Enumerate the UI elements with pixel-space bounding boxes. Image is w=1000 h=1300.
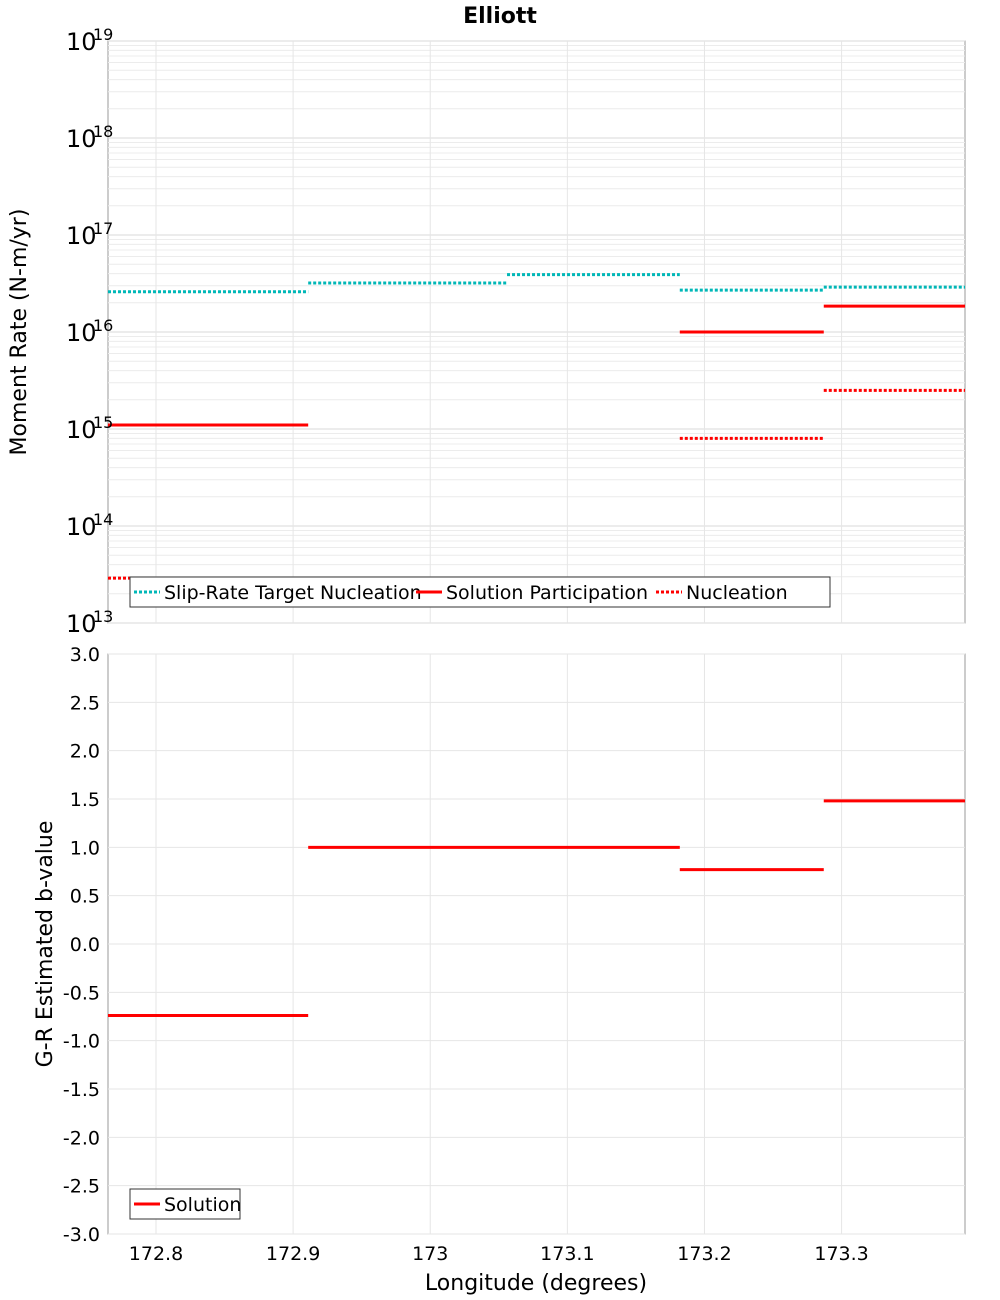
b-value-grid <box>108 653 965 1235</box>
longitude-x-tick-labels: 172.8 172.9 173 173.1 173.2 173.3 <box>129 1243 869 1265</box>
y-tick-label: -1.0 <box>63 1031 100 1053</box>
moment-rate-series <box>108 273 965 580</box>
legend-item: Nucleation <box>656 582 788 604</box>
y-tick-exponent: 17 <box>93 219 113 238</box>
y-tick-base: 10 <box>66 222 97 250</box>
y-tick-label: 1.0 <box>70 837 100 859</box>
y-tick-label: -1.5 <box>63 1079 100 1101</box>
y-tick-label: 0.0 <box>70 934 100 956</box>
y-tick-label: -3.0 <box>63 1224 100 1246</box>
y-tick-exponent: 19 <box>93 25 113 44</box>
y-tick-label: 1.5 <box>70 789 100 811</box>
longitude-x-axis-label: Longitude (degrees) <box>425 1271 647 1296</box>
y-tick-label: -0.5 <box>63 982 100 1004</box>
legend-label: Nucleation <box>686 582 788 604</box>
b-value-series <box>108 799 965 1018</box>
b-value-panel: -3.0 -2.5 -2.0 -1.5 -1.0 -0.5 0.0 0.5 1.0 1.5 2.0 2… <box>33 644 966 1296</box>
y-tick-label: 2.0 <box>70 741 100 763</box>
b-value-y-axis-label: G-R Estimated b-value <box>33 821 58 1068</box>
b-value-legend: Solution <box>129 1188 241 1220</box>
legend-label: Slip-Rate Target Nucleation <box>164 582 422 604</box>
moment-rate-y-axis-label: Moment Rate (N-m/yr) <box>7 209 32 456</box>
legend-item: Slip-Rate Target Nucleation <box>134 582 422 604</box>
y-tick-base: 10 <box>66 125 97 153</box>
x-tick-label: 172.9 <box>266 1243 320 1265</box>
moment-rate-grid <box>108 40 965 624</box>
y-tick-label: 3.0 <box>70 644 100 666</box>
moment-rate-legend: Slip-Rate Target Nucleation Solution Part… <box>129 576 831 608</box>
x-tick-label: 173 <box>412 1243 448 1265</box>
y-tick-label: 0.5 <box>70 886 100 908</box>
x-tick-label: 173.1 <box>540 1243 594 1265</box>
y-tick-exponent: 13 <box>93 607 113 626</box>
legend-item: Solution Participation <box>416 582 648 604</box>
y-tick-base: 10 <box>66 28 97 56</box>
legend-item: Solution <box>134 1194 241 1216</box>
b-value-y-tick-labels: -3.0 -2.5 -2.0 -1.5 -1.0 -0.5 0.0 0.5 1.0 1.5 2.0 2… <box>63 644 100 1246</box>
y-tick-exponent: 15 <box>93 413 113 432</box>
x-tick-label: 173.3 <box>814 1243 868 1265</box>
legend-label: Solution <box>164 1194 241 1216</box>
legend-box <box>129 576 831 608</box>
x-tick-label: 173.2 <box>677 1243 731 1265</box>
chart-title: Elliott <box>463 4 537 29</box>
series-solution <box>108 799 965 1018</box>
y-tick-base: 10 <box>66 610 97 638</box>
y-tick-exponent: 18 <box>93 122 113 141</box>
y-tick-label: -2.5 <box>63 1176 100 1198</box>
y-tick-base: 10 <box>66 416 97 444</box>
x-tick-label: 172.8 <box>129 1243 183 1265</box>
y-tick-label: 2.5 <box>70 692 100 714</box>
y-tick-base: 10 <box>66 319 97 347</box>
y-tick-exponent: 16 <box>93 316 113 335</box>
y-tick-label: -2.0 <box>63 1127 100 1149</box>
y-tick-base: 10 <box>66 513 97 541</box>
legend-label: Solution Participation <box>446 582 648 604</box>
series-slip-rate-target-nucleation <box>108 273 965 294</box>
series-solution-participation <box>108 304 965 427</box>
y-tick-exponent: 14 <box>93 510 113 529</box>
